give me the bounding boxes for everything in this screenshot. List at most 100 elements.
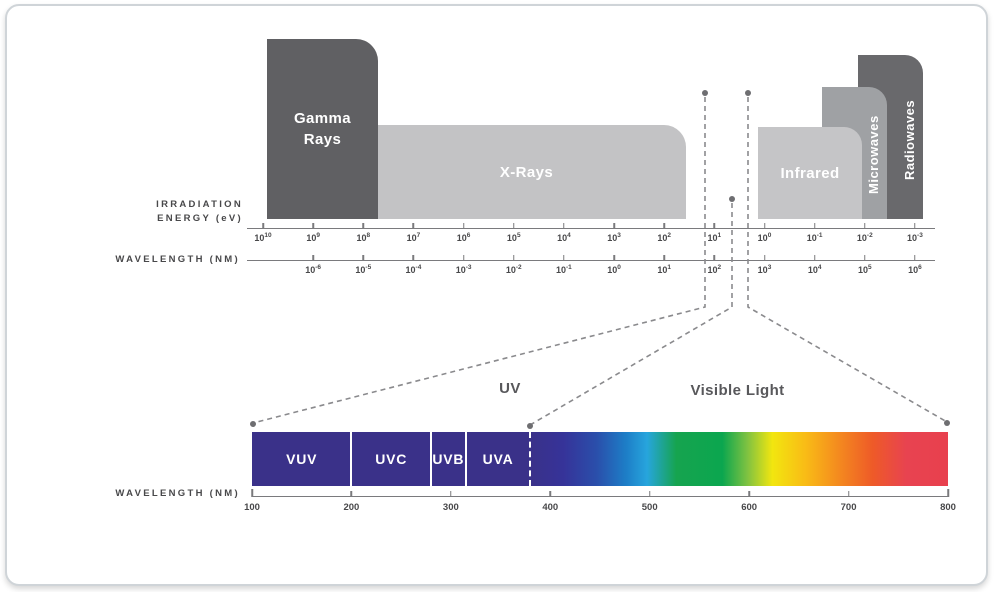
axis-tick <box>947 489 949 497</box>
uv-segment-label: UVC <box>375 451 408 467</box>
axis-tick <box>513 223 515 229</box>
band-gamma-rays: Gamma Rays <box>267 39 378 219</box>
axis-tick-label: 108 <box>356 232 371 243</box>
uv-segment-uvc: UVC <box>351 432 431 486</box>
axis-tick-label: 1010 <box>254 232 272 243</box>
axis-tick <box>513 255 515 261</box>
axis-tick-label: 300 <box>442 502 459 513</box>
axis-tick <box>412 223 415 229</box>
axis-tick <box>663 255 665 261</box>
axis-tick-label: 101 <box>707 232 722 243</box>
axis-tick <box>847 491 850 497</box>
uv-segment-vuv: VUV <box>252 432 352 486</box>
axis-tick-label: 10-2 <box>856 232 873 243</box>
uv-segment-separator <box>429 432 432 486</box>
band-x-rays-label: X-Rays <box>499 163 554 181</box>
axis-tick-label: 10-3 <box>455 264 472 275</box>
axis-tick-label: 10-2 <box>505 264 522 275</box>
band-x-rays: X-Rays <box>367 125 686 219</box>
band-microwaves-label: Microwaves <box>866 115 881 195</box>
axis-tick-label: 10-5 <box>355 264 372 275</box>
axis-tick <box>713 223 716 229</box>
axis-tick <box>412 255 415 261</box>
uv-visible-boundary-dashed-line <box>529 432 532 486</box>
band-gamma-rays-label: Gamma Rays <box>293 110 352 148</box>
axis-tick <box>251 489 253 497</box>
band-infrared-label: Infrared <box>780 164 840 182</box>
axis-tick-label: 103 <box>607 232 621 243</box>
uv-segment-uvb: UVB <box>430 432 466 486</box>
uv-segment-separator <box>350 432 353 486</box>
axis-tick <box>914 255 916 261</box>
axis-tick-label: 106 <box>908 264 922 275</box>
axis-tick <box>613 255 615 261</box>
axis-tick-label: 102 <box>707 264 722 275</box>
axis-tick <box>864 223 866 229</box>
axis-tick <box>813 255 816 261</box>
axis-tick-label: 105 <box>857 264 872 275</box>
axis-tick-label: 500 <box>641 502 658 513</box>
visible-spectrum-gradient <box>530 432 948 486</box>
axis-tick-label: 109 <box>306 232 320 243</box>
axis-tick-label: 101 <box>657 264 672 275</box>
axis-tick-label: 10-3 <box>907 232 923 243</box>
axis-tick-label: 100 <box>244 502 260 513</box>
axis-tick <box>864 255 866 261</box>
top-wavelength-axis-title: WAVELENGTH (NM) <box>115 254 240 265</box>
axis-tick <box>462 223 465 229</box>
axis-tick-label: 107 <box>406 232 421 243</box>
axis-tick <box>914 223 916 229</box>
energy-axis-title-line1: IRRADIATION <box>156 199 243 210</box>
axis-tick-label: 103 <box>757 264 772 275</box>
axis-tick <box>613 223 615 229</box>
axis-tick <box>813 223 816 229</box>
axis-tick <box>362 223 365 229</box>
axis-tick <box>262 223 264 229</box>
visible-light-region-label: Visible Light <box>690 382 785 399</box>
top-wavelength-axis: 10-6 10-5 10-4 10-3 10-2 10-1 100 101 102 103 104 1… <box>247 255 935 275</box>
axis-tick-label: 102 <box>657 232 672 243</box>
band-radiowaves-label: Radiowaves <box>902 99 917 181</box>
axis-tick <box>763 223 766 229</box>
energy-axis-title-line2: ENERGY (eV) <box>157 213 243 224</box>
axis-tick <box>563 223 565 229</box>
axis-tick-label: 400 <box>542 502 559 513</box>
axis-tick-label: 700 <box>840 502 857 513</box>
axis-tick-label: 10-1 <box>555 264 572 275</box>
axis-tick <box>312 255 314 261</box>
uv-segment-label: UVB <box>432 451 465 467</box>
axis-tick <box>350 491 353 497</box>
uv-segment-uva: UVA <box>465 432 531 486</box>
axis-tick-label: 104 <box>807 264 822 275</box>
axis-tick-label: 104 <box>557 232 571 243</box>
axis-tick <box>563 255 565 261</box>
uv-segment-label: VUV <box>286 451 318 467</box>
energy-axis: 1010 109 108 107 106 105 104 103 102 101 100 10-1 10… <box>247 223 935 243</box>
axis-tick <box>312 223 314 229</box>
axis-tick-label: 10-6 <box>305 264 322 275</box>
axis-tick <box>549 491 552 497</box>
band-infrared: Infrared <box>758 127 862 219</box>
uv-segment-separator <box>464 432 467 486</box>
axis-tick <box>748 491 750 497</box>
uv-segment-label: UVA <box>482 451 514 467</box>
axis-tick-label: 600 <box>741 502 758 513</box>
axis-tick-label: 100 <box>757 232 772 243</box>
axis-tick-label: 800 <box>940 502 956 513</box>
axis-tick-label: 10-1 <box>806 232 823 243</box>
axis-tick-label: 106 <box>456 232 471 243</box>
spectrum-bar: VUV UVC UVB UVA <box>252 432 948 486</box>
axis-tick <box>763 255 766 261</box>
bottom-wavelength-axis: 100 200 300 400 500 600 700 800 <box>244 489 956 513</box>
axis-tick <box>450 491 452 497</box>
bottom-wavelength-axis-title: WAVELENGTH (NM) <box>115 488 240 499</box>
axis-tick-label: 105 <box>506 232 521 243</box>
axis-tick-label: 10-4 <box>405 264 422 275</box>
axis-tick <box>462 255 465 261</box>
energy-axis-title: IRRADIATION ENERGY (eV) <box>0 198 243 226</box>
uv-region-label: UV <box>499 380 521 397</box>
axis-tick <box>648 491 651 497</box>
axis-tick <box>362 255 365 261</box>
axis-tick <box>713 255 716 261</box>
